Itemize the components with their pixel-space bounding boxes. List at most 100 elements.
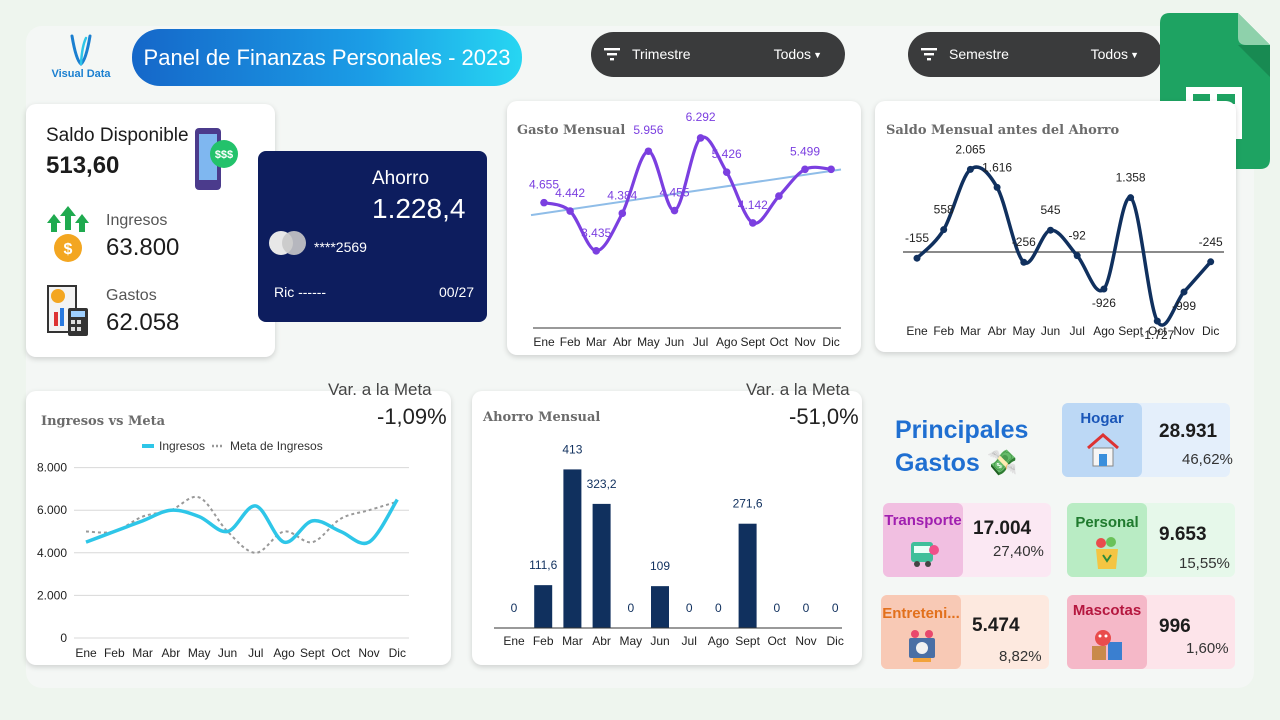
chart-title: Gasto Mensual [517,123,626,138]
data-point [566,207,574,215]
visual-data-logo: Visual Data [46,32,116,84]
x-tick-label: Mar [132,646,153,660]
x-tick-label: Oct [331,646,350,660]
x-tick-label: Abr [162,646,181,660]
x-tick-label: Feb [933,324,954,338]
ingresos-value: 63.800 [106,234,180,261]
data-label: 413 [562,442,582,456]
x-tick-label: Ago [1093,324,1115,338]
x-tick-label: Oct [767,634,786,648]
card-holder: Ric ------ [274,284,327,300]
y-tick-label: 6.000 [37,503,67,517]
legend-label: Meta de Ingresos [230,439,323,453]
gasto-mensual-card: Gasto Mensual [507,101,861,355]
x-tick-label: Jun [1041,324,1060,338]
var-meta-label: Var. a la Meta [328,380,432,399]
data-point [1127,194,1135,202]
series-line-ingresos [85,498,399,546]
x-tick-label: Oct [1148,324,1167,338]
filter-value: Todos [773,46,811,62]
data-label: 4.655 [529,178,559,192]
ahorro-value: 1.228,4 [372,193,466,224]
x-tick-label: Mar [562,634,583,648]
series-line [915,165,1213,327]
chevron-down-icon: ▼ [813,50,822,60]
card-chip-icon [269,231,306,255]
x-tick-label: Ene [75,646,97,660]
y-tick-label: 4.000 [37,546,67,560]
filter-icon [604,48,620,61]
data-label: 558 [934,203,954,217]
tile-mascotas-value: 996 [1159,616,1191,637]
data-point [940,226,948,234]
filter-label: Trimestre [632,46,691,62]
data-point [1020,258,1028,266]
ahorro-mensual-chart: 0 111,6 413 323,2 0 109 0 0 271,6 0 0 0 Ene Feb Mar Abr… [494,442,844,648]
data-point [827,165,835,174]
bar [651,586,669,628]
data-point [1207,258,1215,266]
data-label: 1.616 [982,160,1012,174]
data-point [1073,252,1081,260]
data-point [592,247,600,255]
saldo-label: Saldo Disponible [46,125,189,146]
data-point [618,209,627,218]
pet-icon [1092,630,1122,660]
data-label: 5.956 [633,123,663,137]
card-number: ****2569 [314,239,367,255]
x-tick-label: Mar [586,335,607,349]
data-label: 0 [627,601,634,615]
data-label: -999 [1172,299,1196,313]
data-point [1153,317,1161,325]
page-title: Panel de Finanzas Personales - 2023 [132,29,522,86]
tile-personal-pct: 15,55% [1179,555,1230,572]
x-tick-label: Nov [794,335,815,349]
x-tick-label: Nov [1173,324,1194,338]
income-arrows-icon: $ [47,206,89,262]
data-point [644,147,653,156]
data-label: 6.292 [686,110,716,124]
data-point [722,168,731,176]
bus-icon [911,542,939,567]
data-label: 323,2 [587,477,617,491]
saldo-mensual-chart: -155 558 2.065 1.616 -256 545 -92 -926 1.358 -1.7… [903,142,1224,342]
data-point [1047,226,1054,234]
data-label: -245 [1199,235,1223,249]
x-tick-label: Feb [104,646,125,660]
data-label: 2.065 [955,142,985,156]
x-tick-label: Jul [693,335,708,349]
x-tick-label: Ene [906,324,928,338]
var-meta-label: Var. a la Meta [746,380,850,399]
filter-semestre[interactable]: Semestre Todos ▼ [908,32,1162,77]
house-icon [1087,433,1119,467]
data-label: 4.442 [555,186,585,200]
data-label: 545 [1040,203,1060,217]
x-tick-label: Ago [273,646,295,660]
x-tick-label: Dic [827,634,844,648]
x-tick-label: Jul [682,634,697,648]
x-tick-label: Feb [533,634,554,648]
filter-trimestre[interactable]: Trimestre Todos ▼ [591,32,845,77]
x-tick-label: Jul [1070,324,1085,338]
chart-title: Ahorro Mensual [483,410,601,425]
data-point [749,219,757,227]
data-label: 109 [650,559,670,573]
saldo-mensual-card: Saldo Mensual antes del Ahorro [875,101,1236,352]
x-tick-label: Oct [770,335,789,349]
legend-label: Ingresos [159,439,205,453]
tile-entretenimiento-pct: 8,82% [999,648,1042,665]
data-point [966,165,974,173]
data-point [913,254,921,262]
filter-label: Semestre [949,46,1009,62]
bar [592,503,611,628]
tile-mascotas-pct: 1,60% [1186,640,1229,657]
tile-hogar-label: Hogar [1080,410,1124,427]
x-tick-label: Ene [503,634,525,648]
chart-title: Saldo Mensual antes del Ahorro [886,123,1120,138]
logo-v-icon [70,34,92,66]
ahorro-label: Ahorro [372,168,430,189]
data-label: 4.142 [738,198,768,212]
ahorro-card: Ahorro 1.228,4 ****2569 Ric ------ 00/27 [258,151,487,322]
ingresos-label: Ingresos [106,212,168,229]
